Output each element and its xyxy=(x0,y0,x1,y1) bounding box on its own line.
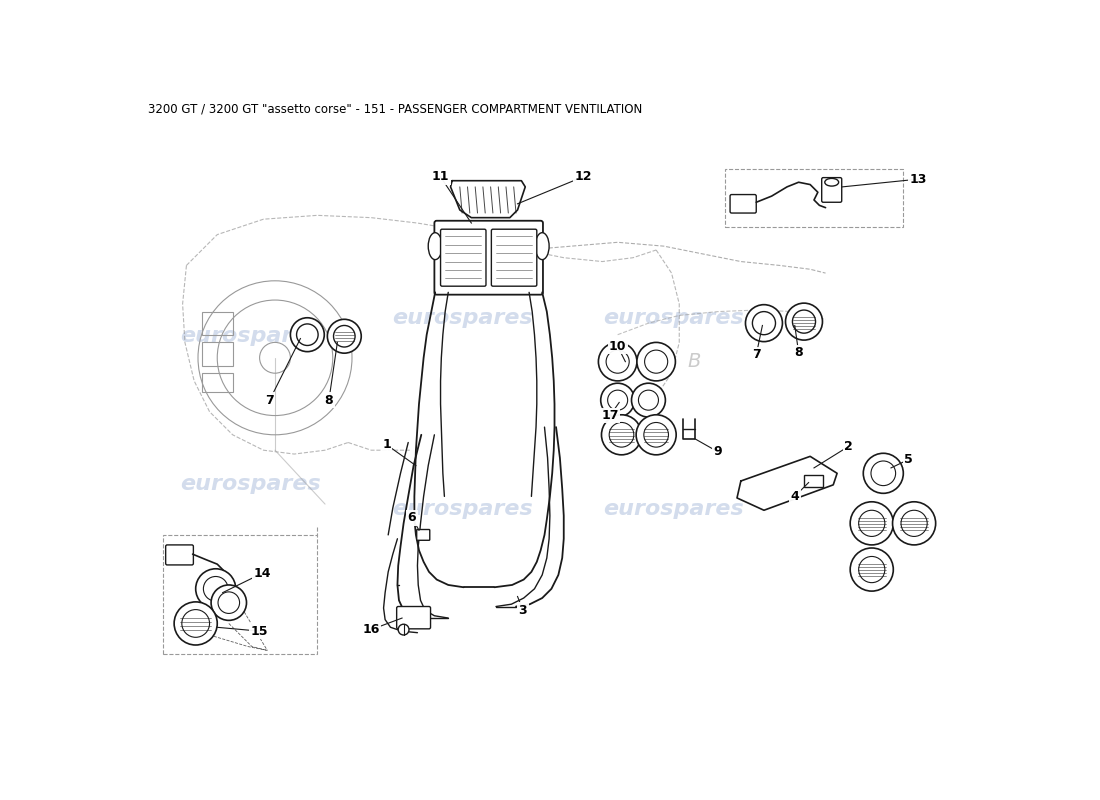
Text: 1: 1 xyxy=(383,438,390,451)
Bar xyxy=(202,311,233,334)
Circle shape xyxy=(892,502,936,545)
Text: 12: 12 xyxy=(574,170,592,183)
Text: eurospares: eurospares xyxy=(180,474,321,494)
Text: 7: 7 xyxy=(752,348,760,362)
Text: eurospares: eurospares xyxy=(392,498,532,518)
Text: 7: 7 xyxy=(265,394,274,406)
Circle shape xyxy=(645,350,668,373)
Bar xyxy=(726,169,902,227)
FancyBboxPatch shape xyxy=(397,606,430,629)
Circle shape xyxy=(850,548,893,591)
Circle shape xyxy=(398,624,409,635)
Circle shape xyxy=(328,319,361,353)
Bar xyxy=(202,342,233,366)
Circle shape xyxy=(631,383,666,417)
Circle shape xyxy=(211,585,246,620)
Circle shape xyxy=(602,414,641,455)
Circle shape xyxy=(859,557,884,582)
Circle shape xyxy=(901,510,927,537)
Text: 3: 3 xyxy=(518,604,527,617)
Circle shape xyxy=(792,310,815,333)
Bar xyxy=(163,535,318,654)
Text: 14: 14 xyxy=(253,567,271,580)
Circle shape xyxy=(297,324,318,346)
FancyBboxPatch shape xyxy=(822,178,842,202)
Polygon shape xyxy=(451,181,526,218)
Circle shape xyxy=(290,318,324,352)
Circle shape xyxy=(174,602,218,645)
Circle shape xyxy=(859,510,884,537)
Circle shape xyxy=(418,530,428,539)
Circle shape xyxy=(609,422,634,447)
Text: eurospares: eurospares xyxy=(392,308,532,328)
Text: 9: 9 xyxy=(714,446,722,458)
Text: 5: 5 xyxy=(904,453,913,466)
Circle shape xyxy=(850,502,893,545)
Ellipse shape xyxy=(536,233,549,260)
Text: 15: 15 xyxy=(251,625,268,638)
Circle shape xyxy=(607,390,628,410)
Circle shape xyxy=(204,577,228,601)
Circle shape xyxy=(598,342,637,381)
Text: B: B xyxy=(688,352,702,371)
FancyBboxPatch shape xyxy=(166,545,194,565)
Circle shape xyxy=(864,454,903,494)
Text: eurospares: eurospares xyxy=(180,326,321,346)
Circle shape xyxy=(218,592,240,614)
FancyBboxPatch shape xyxy=(440,230,486,286)
Ellipse shape xyxy=(825,178,838,186)
FancyBboxPatch shape xyxy=(492,230,537,286)
Ellipse shape xyxy=(428,233,442,260)
Text: 6: 6 xyxy=(408,511,417,525)
Text: eurospares: eurospares xyxy=(604,498,745,518)
Text: 2: 2 xyxy=(845,440,853,453)
Text: eurospares: eurospares xyxy=(604,308,745,328)
Circle shape xyxy=(644,422,669,447)
Polygon shape xyxy=(737,456,837,510)
Text: 16: 16 xyxy=(363,623,379,636)
Text: 8: 8 xyxy=(324,394,333,406)
Circle shape xyxy=(196,569,235,609)
Circle shape xyxy=(637,342,675,381)
Text: 8: 8 xyxy=(794,346,803,359)
Circle shape xyxy=(785,303,823,340)
FancyBboxPatch shape xyxy=(434,221,543,294)
FancyBboxPatch shape xyxy=(730,194,757,213)
Circle shape xyxy=(182,610,209,638)
Text: 13: 13 xyxy=(910,173,926,186)
Text: 17: 17 xyxy=(602,409,618,422)
Bar xyxy=(804,475,823,487)
Text: 4: 4 xyxy=(791,490,799,503)
FancyBboxPatch shape xyxy=(417,530,430,540)
Circle shape xyxy=(752,311,776,334)
Circle shape xyxy=(601,383,635,417)
Circle shape xyxy=(638,390,659,410)
Text: 11: 11 xyxy=(432,170,449,183)
Circle shape xyxy=(606,350,629,373)
Bar xyxy=(202,373,233,393)
Text: 3200 GT / 3200 GT "assetto corse" - 151 - PASSENGER COMPARTMENT VENTILATION: 3200 GT / 3200 GT "assetto corse" - 151 … xyxy=(147,102,642,115)
Text: 10: 10 xyxy=(609,340,626,353)
Circle shape xyxy=(636,414,676,455)
Circle shape xyxy=(746,305,782,342)
Circle shape xyxy=(333,326,355,347)
Circle shape xyxy=(871,461,895,486)
